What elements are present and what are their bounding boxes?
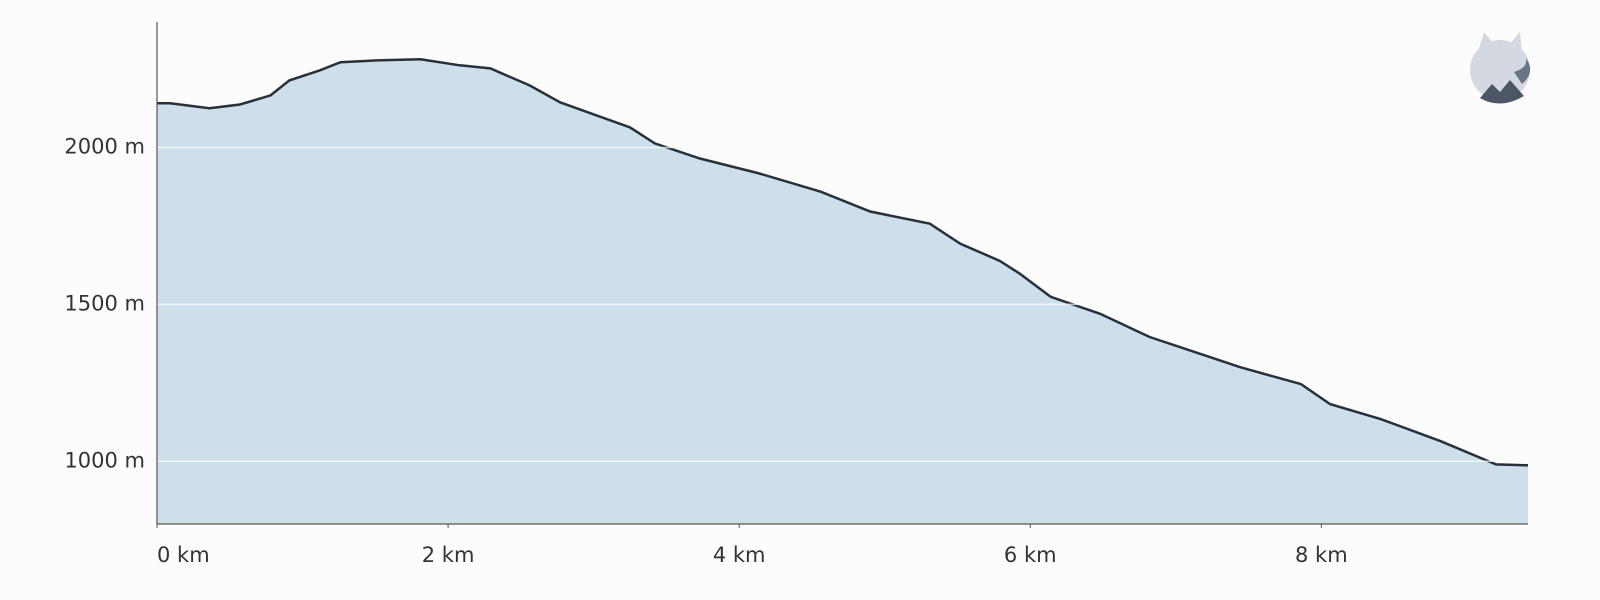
plot: 1000 m 1500 m 2000 m 0 km 2 km 4 km 6 km 8 km xyxy=(64,22,1529,567)
x-tick-label: 2 km xyxy=(422,543,475,567)
area xyxy=(157,59,1528,525)
x-tick-label: 8 km xyxy=(1295,543,1348,567)
logo xyxy=(1470,32,1531,104)
y-tick-label: 1000 m xyxy=(64,448,145,472)
y-tick-label: 1500 m xyxy=(64,291,145,315)
x-tick-label: 4 km xyxy=(713,543,766,567)
y-tick-label: 2000 m xyxy=(64,135,145,159)
x-tick-label: 6 km xyxy=(1004,543,1057,567)
x-tick-label: 0 km xyxy=(157,543,210,567)
line xyxy=(157,58,1529,467)
